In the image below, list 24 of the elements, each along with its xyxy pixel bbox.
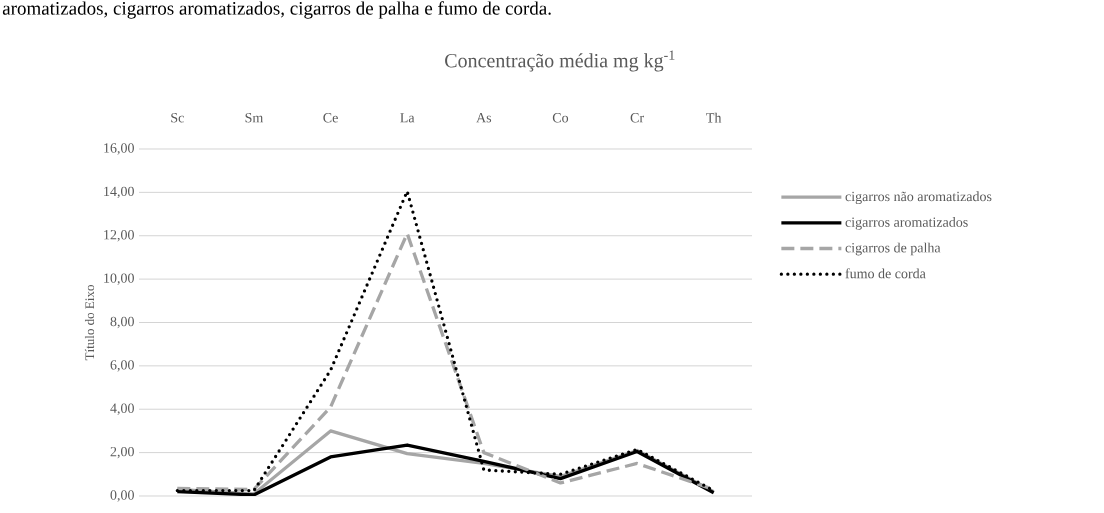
y-tick-label: 14,00 — [104, 186, 134, 199]
x-tick-label: Sc — [171, 113, 184, 123]
x-tick-label: La — [400, 113, 415, 123]
legend-label: fumo de corda — [845, 268, 926, 279]
y-tick-label: 8,00 — [110, 316, 134, 329]
x-tick-label: Cr — [630, 113, 644, 123]
y-tick-label: 2,00 — [110, 446, 134, 459]
x-tick-label: Th — [706, 112, 722, 123]
y-tick-label: 16,00 — [104, 143, 134, 155]
y-tick-label: 12,00 — [104, 230, 134, 242]
y-tick-label: 4,00 — [110, 403, 134, 415]
legend-label: cigarros aromatizados — [845, 217, 968, 230]
text: aromatizados, cigarros aromatizados, cigarros de palha e fumo de corda. — [2, 1, 551, 19]
legend-label: cigarros não aromatizados — [845, 191, 992, 205]
x-tick-label: Ce — [323, 113, 338, 123]
x-tick-label: Co — [552, 113, 569, 123]
legend-label: cigarros de palha — [845, 242, 941, 256]
y-axis-title: Título do Eixo — [84, 285, 95, 361]
y-tick-label: 0,00 — [110, 490, 134, 502]
y-tick-label: 6,00 — [110, 360, 134, 372]
x-tick-label: As — [476, 113, 492, 123]
chart-title: Concentração média mg kg$^{-1}$ — [445, 50, 675, 72]
y-tick-label: 10,00 — [104, 273, 134, 285]
x-tick-label: Sm — [245, 113, 264, 123]
